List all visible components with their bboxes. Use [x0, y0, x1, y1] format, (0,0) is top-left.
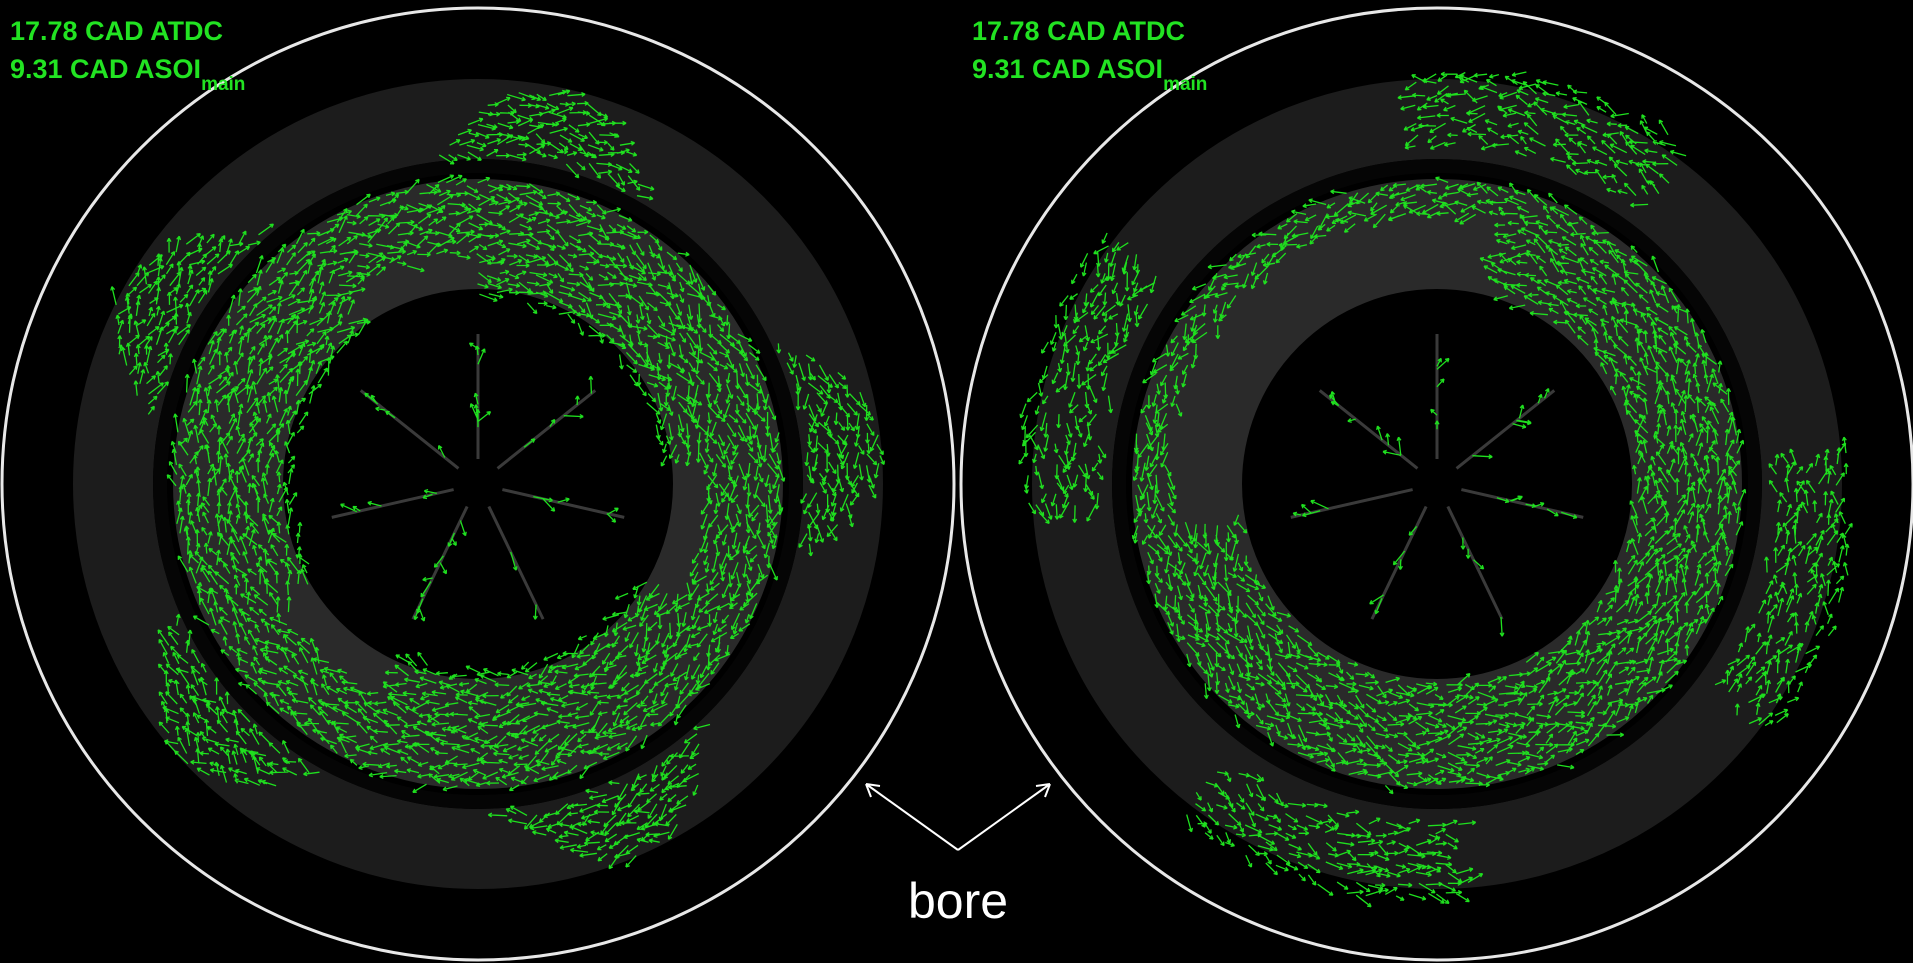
panel-label: 17.78 CAD ATDC	[972, 16, 1185, 46]
panel-subscript: main	[1163, 74, 1207, 95]
panel-label: 9.31 CAD ASOI	[10, 54, 201, 84]
panel-label: 17.78 CAD ATDC	[10, 16, 223, 46]
panel-label: 9.31 CAD ASOI	[972, 54, 1163, 84]
panel-subscript: main	[201, 74, 245, 95]
figure: 17.78 CAD ATDC 9.31 CAD ASOImain 17.78 C…	[0, 0, 1913, 963]
annotation: bore	[908, 873, 1008, 929]
